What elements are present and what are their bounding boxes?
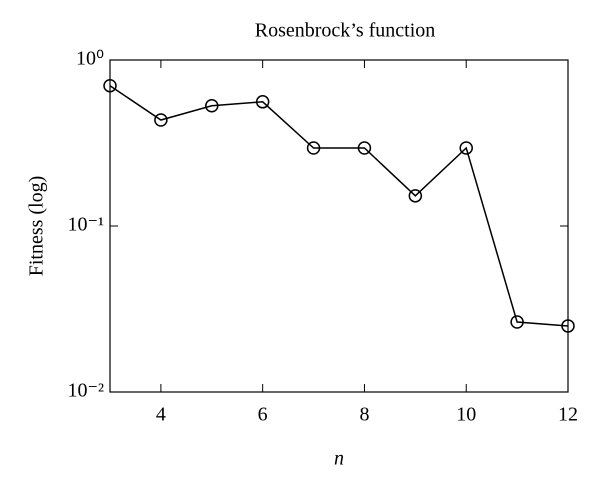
marker: [459, 141, 473, 155]
chart-title: Rosenbrock’s function: [255, 20, 436, 42]
x-tick-label: 6: [258, 404, 268, 426]
y-tick-label: 10⁻¹: [67, 214, 104, 236]
marker: [154, 113, 168, 127]
marker: [408, 189, 423, 203]
marker: [103, 78, 117, 93]
marker: [561, 319, 575, 333]
marker: [306, 141, 321, 155]
x-tick-label: 12: [558, 404, 578, 426]
x-tick-label: 4: [156, 404, 166, 426]
marker: [357, 141, 372, 155]
x-tick-label: 10: [456, 404, 476, 426]
x-axis-label: n: [334, 448, 344, 470]
line: [109, 85, 569, 327]
y-tick-label: 10⁻²: [67, 380, 104, 402]
y-axis-label: Fitness (log): [26, 176, 48, 277]
marker: [255, 95, 270, 109]
plot-frame: [109, 59, 569, 393]
x-tick-label: 8: [359, 404, 369, 426]
marker: [205, 99, 219, 113]
marker: [510, 315, 524, 329]
y-tick-label: 10⁰: [76, 48, 104, 70]
